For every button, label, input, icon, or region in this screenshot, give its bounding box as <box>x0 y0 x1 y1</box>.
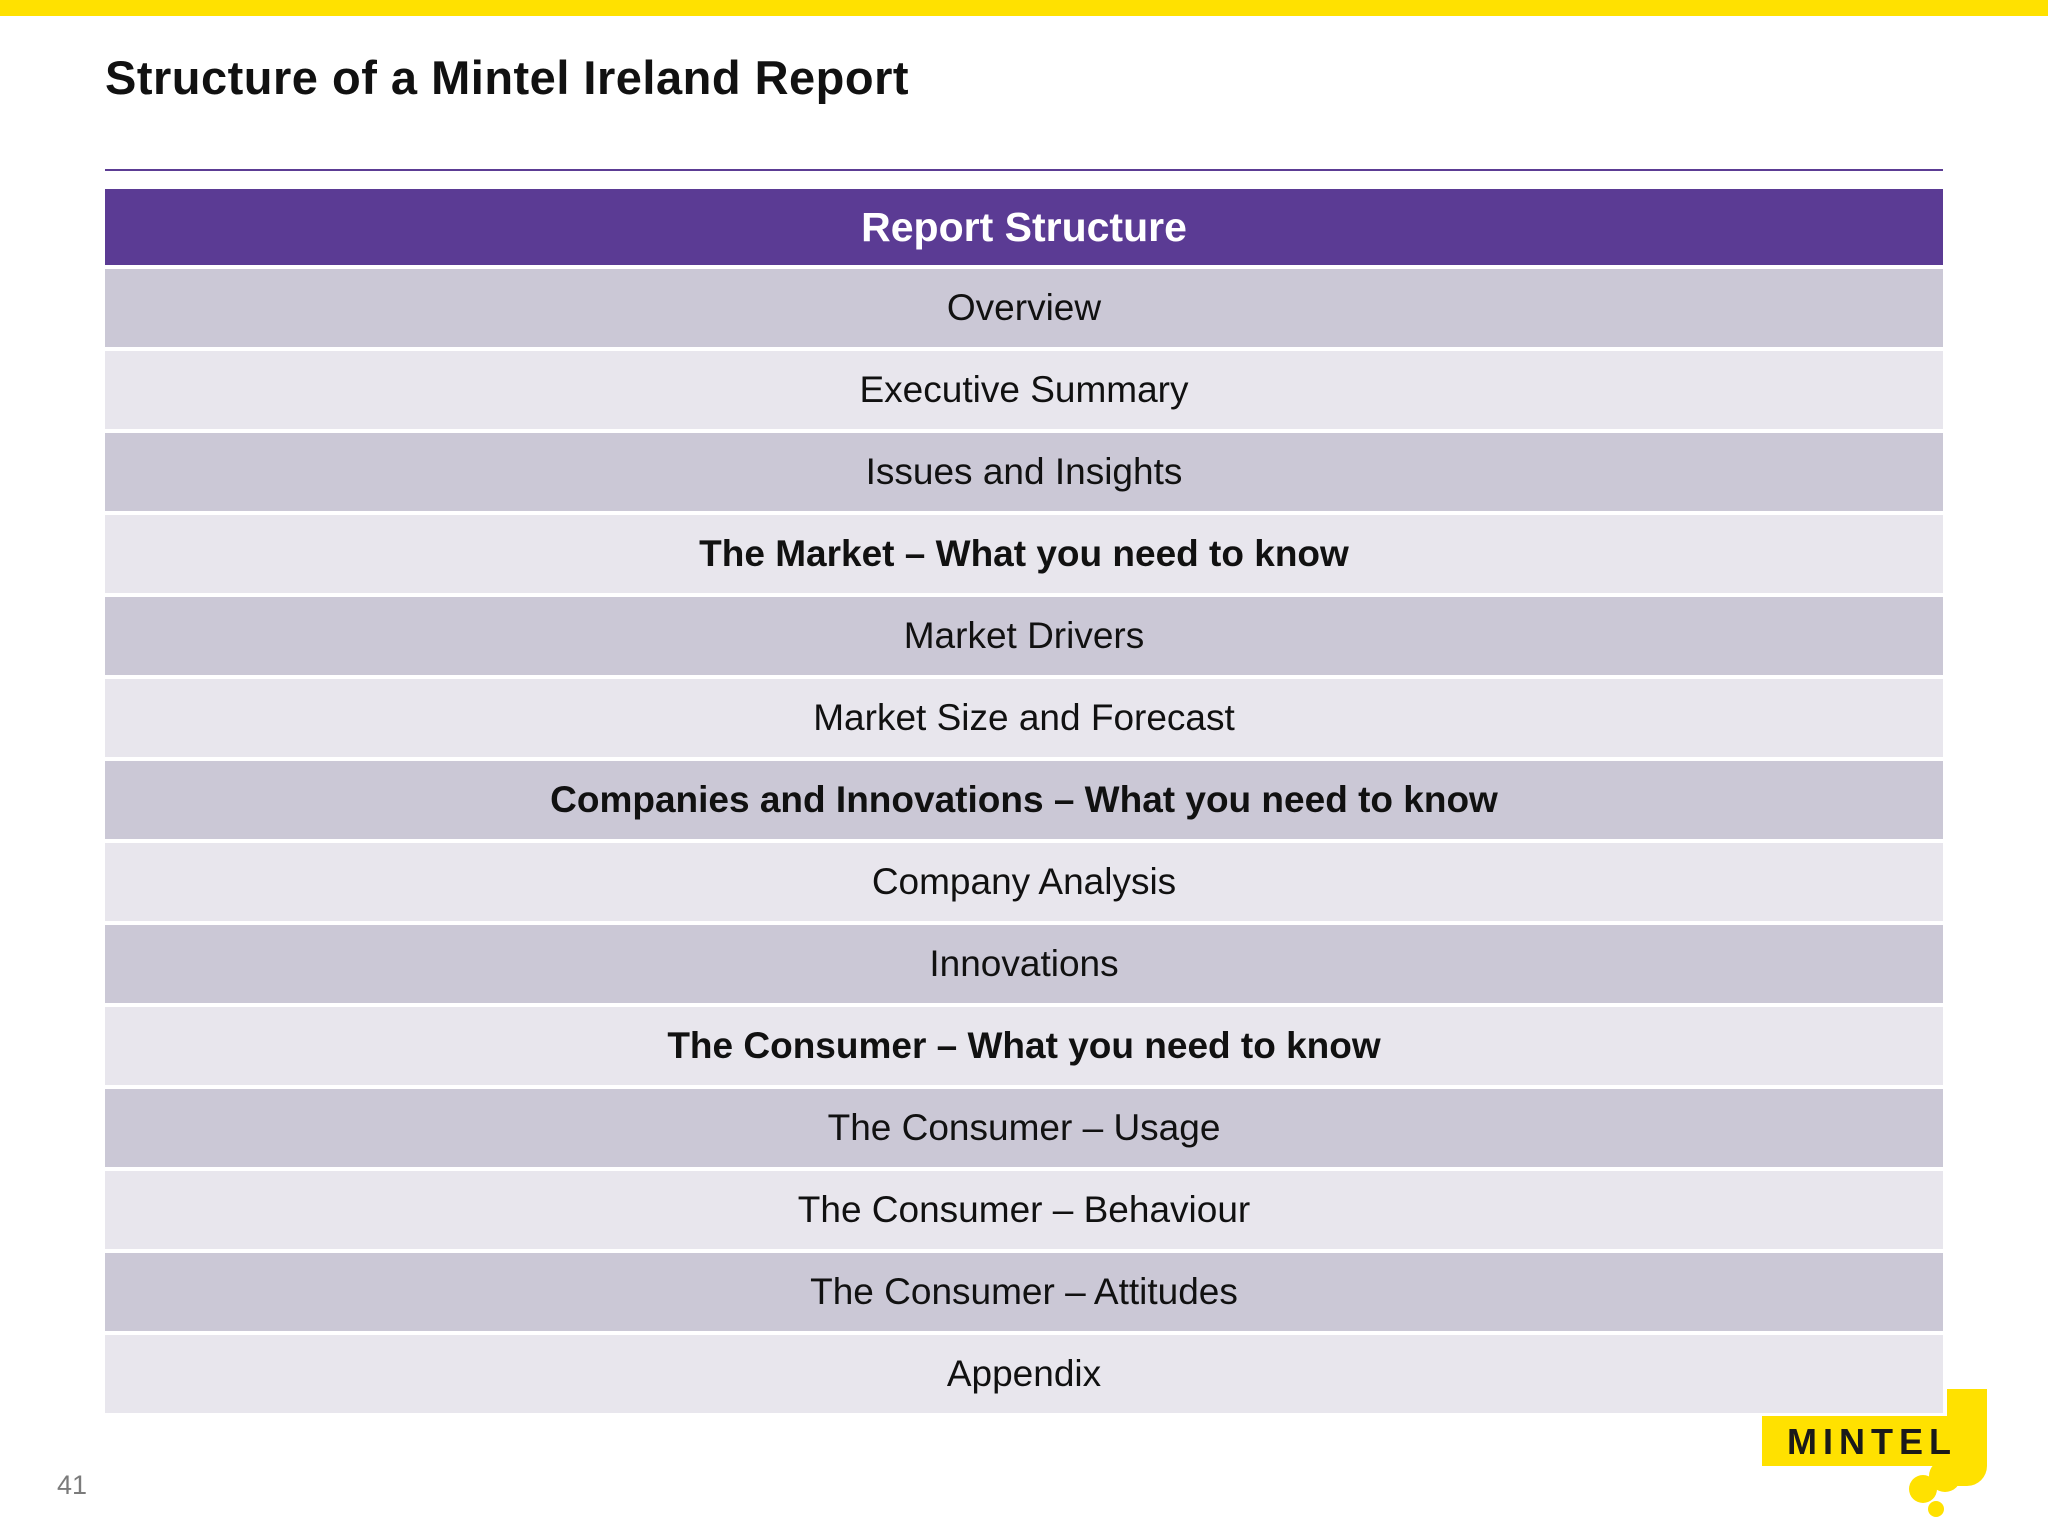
table-header: Report Structure <box>105 189 1943 265</box>
table-row: Innovations <box>105 925 1943 1003</box>
table-row: The Consumer – What you need to know <box>105 1007 1943 1085</box>
table-row: Market Drivers <box>105 597 1943 675</box>
table-row: Company Analysis <box>105 843 1943 921</box>
top-accent-bar <box>0 0 2048 16</box>
table-row: Market Size and Forecast <box>105 679 1943 757</box>
mintel-logo: MINTEL <box>1762 1389 1987 1517</box>
report-structure-table: Report Structure Overview Executive Summa… <box>105 189 1943 1413</box>
page-title: Structure of a Mintel Ireland Report <box>105 51 910 104</box>
table-row: The Consumer – Attitudes <box>105 1253 1943 1331</box>
page-number: 41 <box>57 1470 88 1500</box>
mintel-logo-splat <box>1762 1389 1987 1517</box>
table-row: The Consumer – Behaviour <box>105 1171 1943 1249</box>
mintel-logo-text: MINTEL <box>1787 1421 1957 1462</box>
table-row: Companies and Innovations – What you nee… <box>105 761 1943 839</box>
table-row: The Market – What you need to know <box>105 515 1943 593</box>
table-row: Issues and Insights <box>105 433 1943 511</box>
table-row: Overview <box>105 269 1943 347</box>
table-row: Appendix <box>105 1335 1943 1413</box>
table-row: Executive Summary <box>105 351 1943 429</box>
title-divider <box>105 169 1943 171</box>
report-table-rows: Overview Executive Summary Issues and Insi… <box>105 269 1943 1413</box>
table-row: The Consumer – Usage <box>105 1089 1943 1167</box>
